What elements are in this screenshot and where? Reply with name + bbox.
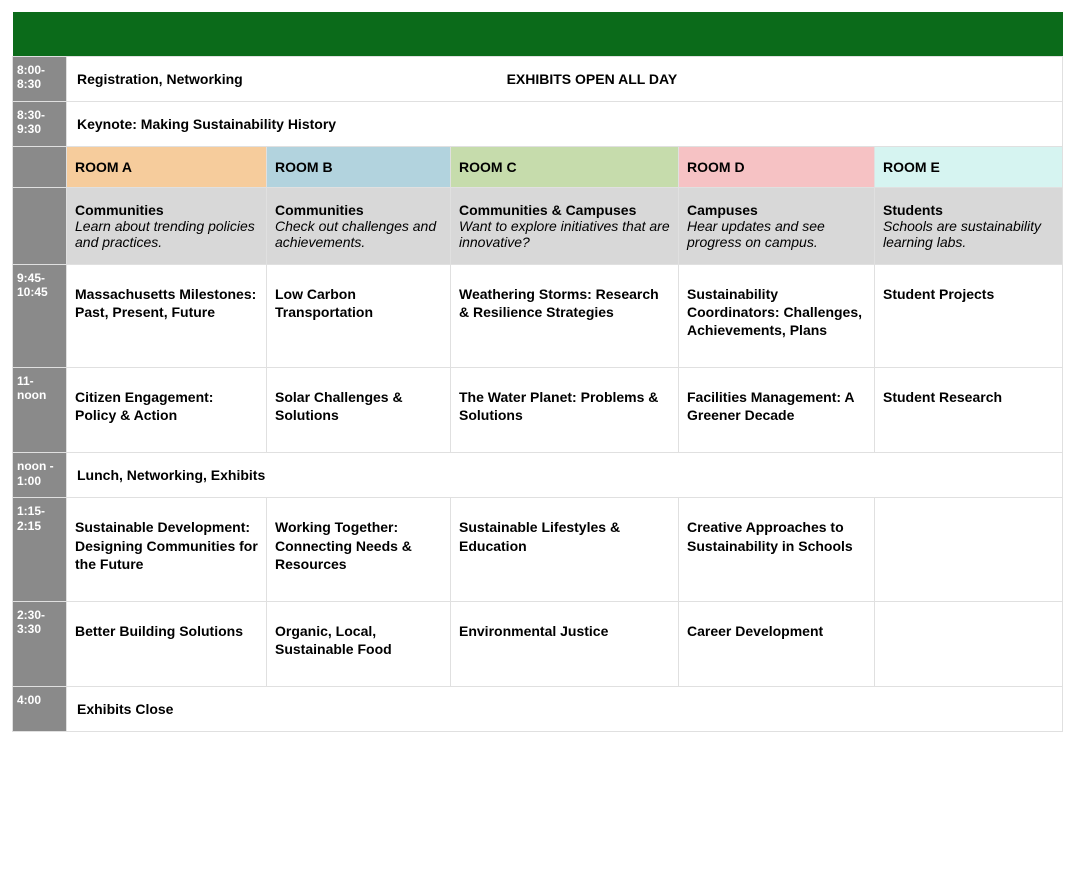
session-a: Better Building Solutions	[67, 602, 267, 687]
track-title: Communities & Campuses	[459, 202, 670, 218]
session-a: Citizen Engagement: Policy & Action	[67, 368, 267, 453]
keynote-cell: Keynote: Making Sustainability History	[67, 101, 1063, 146]
time-label: noon - 1:00	[13, 453, 67, 498]
track-desc: Learn about trending policies and practi…	[75, 218, 258, 250]
track-d: Campuses Hear updates and see progress o…	[679, 187, 875, 264]
track-title: Students	[883, 202, 1054, 218]
track-b: Communities Check out challenges and ach…	[267, 187, 451, 264]
room-header-d: ROOM D	[679, 146, 875, 187]
time-label-blank	[13, 187, 67, 264]
time-label: 11-noon	[13, 368, 67, 453]
session-c: The Water Planet: Problems & Solutions	[451, 368, 679, 453]
time-label: 4:00	[13, 687, 67, 732]
session-e	[875, 498, 1063, 602]
track-title: Communities	[75, 202, 258, 218]
row-session-1: 9:45-10:45 Massachusetts Milestones:Past…	[13, 264, 1063, 368]
session-d: Creative Approaches to Sustainability in…	[679, 498, 875, 602]
time-label-blank	[13, 146, 67, 187]
lunch-cell: Lunch, Networking, Exhibits	[67, 453, 1063, 498]
session-e	[875, 602, 1063, 687]
time-label: 9:45-10:45	[13, 264, 67, 368]
session-a: Massachusetts Milestones:Past, Present, …	[67, 264, 267, 368]
row-tracks: Communities Learn about trending policie…	[13, 187, 1063, 264]
registration-cell: Registration, Networking EXHIBITS OPEN A…	[67, 56, 1063, 101]
room-header-a: ROOM A	[67, 146, 267, 187]
row-registration: 8:00-8:30 Registration, Networking EXHIB…	[13, 56, 1063, 101]
session-b: Low Carbon Transportation	[267, 264, 451, 368]
row-room-headers: ROOM A ROOM B ROOM C ROOM D ROOM E	[13, 146, 1063, 187]
track-desc: Want to explore initiatives that are inn…	[459, 218, 670, 250]
time-label: 8:00-8:30	[13, 56, 67, 101]
session-c: Environmental Justice	[451, 602, 679, 687]
row-lunch: noon - 1:00 Lunch, Networking, Exhibits	[13, 453, 1063, 498]
row-session-2: 11-noon Citizen Engagement: Policy & Act…	[13, 368, 1063, 453]
row-keynote: 8:30-9:30 Keynote: Making Sustainability…	[13, 101, 1063, 146]
session-c: Sustainable Lifestyles & Education	[451, 498, 679, 602]
time-label: 1:15-2:15	[13, 498, 67, 602]
track-desc: Hear updates and see progress on campus.	[687, 218, 866, 250]
schedule-table: 8:00-8:30 Registration, Networking EXHIB…	[12, 12, 1063, 732]
row-close: 4:00 Exhibits Close	[13, 687, 1063, 732]
row-session-3: 1:15-2:15 Sustainable Development: Desig…	[13, 498, 1063, 602]
session-c: Weathering Storms: Research & Resilience…	[451, 264, 679, 368]
track-c: Communities & Campuses Want to explore i…	[451, 187, 679, 264]
session-b: Solar Challenges & Solutions	[267, 368, 451, 453]
time-label: 8:30-9:30	[13, 101, 67, 146]
exhibits-note: EXHIBITS OPEN ALL DAY	[507, 71, 678, 87]
header-bar	[13, 12, 1063, 56]
session-e: Student Projects	[875, 264, 1063, 368]
session-d: Facilities Management: A Greener Decade	[679, 368, 875, 453]
session-d: Sustainability Coordinators: Challenges,…	[679, 264, 875, 368]
room-header-c: ROOM C	[451, 146, 679, 187]
session-e: Student Research	[875, 368, 1063, 453]
track-title: Campuses	[687, 202, 866, 218]
track-e: Students Schools are sustainability lear…	[875, 187, 1063, 264]
track-title: Communities	[275, 202, 442, 218]
close-cell: Exhibits Close	[67, 687, 1063, 732]
row-session-4: 2:30-3:30 Better Building Solutions Orga…	[13, 602, 1063, 687]
time-label: 2:30-3:30	[13, 602, 67, 687]
track-desc: Check out challenges and achievements.	[275, 218, 442, 250]
session-d: Career Development	[679, 602, 875, 687]
room-header-e: ROOM E	[875, 146, 1063, 187]
track-a: Communities Learn about trending policie…	[67, 187, 267, 264]
room-header-b: ROOM B	[267, 146, 451, 187]
session-b: Working Together: Connecting Needs & Res…	[267, 498, 451, 602]
session-b: Organic, Local, Sustainable Food	[267, 602, 451, 687]
session-a: Sustainable Development: Designing Commu…	[67, 498, 267, 602]
registration-label: Registration, Networking	[77, 71, 243, 87]
track-desc: Schools are sustainability learning labs…	[883, 218, 1054, 250]
